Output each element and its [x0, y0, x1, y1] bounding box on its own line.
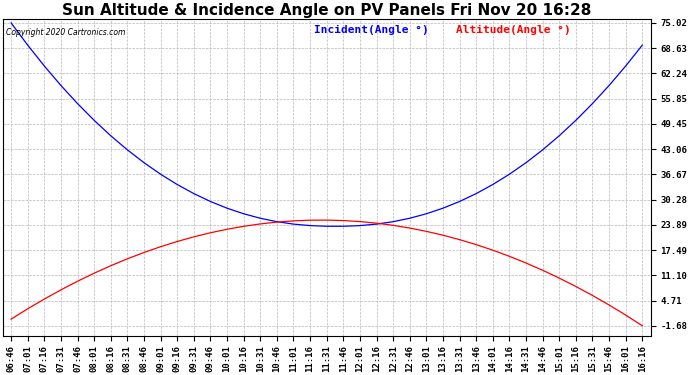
- Text: Altitude(Angle °): Altitude(Angle °): [456, 25, 571, 35]
- Title: Sun Altitude & Incidence Angle on PV Panels Fri Nov 20 16:28: Sun Altitude & Incidence Angle on PV Pan…: [62, 3, 591, 18]
- Text: Incident(Angle °): Incident(Angle °): [314, 25, 428, 35]
- Text: Copyright 2020 Cartronics.com: Copyright 2020 Cartronics.com: [6, 28, 126, 38]
